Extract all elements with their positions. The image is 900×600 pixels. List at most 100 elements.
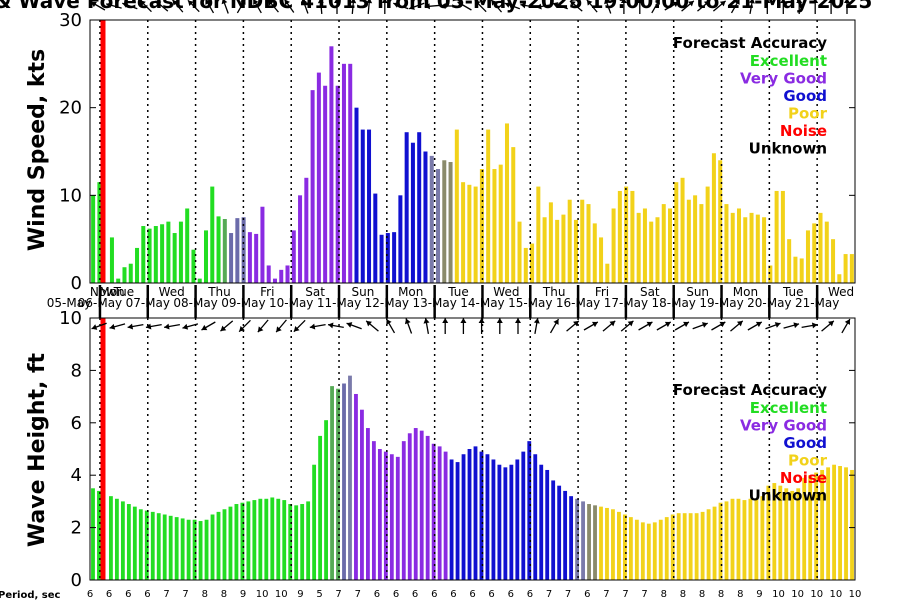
bar [341,63,346,283]
bar [272,278,277,283]
bar [304,177,309,283]
bar [748,498,753,580]
day-date: 05-May [47,296,91,310]
bar [413,428,418,580]
direction-arrow-icon [747,321,763,331]
direction-arrow-icon [267,0,279,13]
period-label: 6 [144,589,150,600]
period-label: 7 [546,589,552,600]
direction-arrow-icon [155,0,169,12]
bar [377,449,382,580]
direction-arrow-icon [257,319,269,333]
bar [247,232,252,283]
day-name: Fri [260,285,274,299]
bar [491,459,496,580]
bar [385,233,390,283]
direction-arrow-icon [238,319,251,333]
bar [711,153,716,283]
direction-arrow-icon [127,323,144,330]
bar [706,509,711,580]
bar [379,234,384,283]
bar [324,420,328,580]
bar [755,214,760,283]
legend-entry: Noise [780,469,827,487]
period-label: 8 [221,589,227,600]
bar [652,522,657,580]
period-label: 9 [240,589,246,600]
bar [563,490,568,580]
direction-arrow-icon [604,0,612,14]
bar [503,467,508,580]
bar [649,221,654,283]
bar [485,454,490,580]
day-name: Tue [782,285,804,299]
bar [605,263,610,283]
y-tick-label: 20 [59,98,82,119]
day-name: Mon [398,285,423,299]
direction-arrow-icon [408,2,425,10]
direction-arrow-icon [187,0,200,13]
day-name: Tue [447,285,469,299]
bar [310,90,315,283]
bar [392,232,397,283]
bar [97,182,102,283]
bar [285,265,290,283]
bar [593,505,597,580]
direction-arrow-icon [474,0,487,13]
bar [120,501,125,580]
bar [814,472,819,580]
direction-arrow-icon [457,1,472,11]
y-tick-label: 2 [71,518,82,539]
bar [109,237,114,283]
period-label: 6 [106,589,112,600]
bar [306,501,311,580]
period-label: 7 [182,589,188,600]
direction-arrow-icon [365,320,379,332]
direction-arrow-icon [602,320,616,332]
bar [109,496,113,580]
bar [436,169,441,283]
bar [780,190,785,283]
bar [192,519,197,580]
bar [664,517,669,580]
period-label: 6 [374,589,380,600]
direction-arrow-icon [844,0,850,14]
bar [116,278,121,283]
bar [449,459,454,580]
day-name: Wed [493,285,519,299]
bar [180,518,185,580]
bar [724,204,729,283]
bar [504,123,509,283]
bar [688,513,693,580]
bar [802,477,807,580]
direction-arrow-icon [765,322,781,330]
bar [216,216,221,283]
bar [694,513,699,580]
period-label: 7 [641,589,647,600]
bar [153,226,158,283]
bar [282,500,287,580]
bar [410,142,415,283]
period-label: 6 [393,589,399,600]
bar [624,186,629,283]
bar [266,265,271,283]
period-label: 10 [810,589,823,600]
bar [336,388,340,580]
direction-arrow-icon [301,0,309,14]
legend-entry: Unknown [749,487,827,505]
legend-entry: Very Good [740,417,827,435]
direction-arrow-icon [730,320,744,332]
bar [799,258,804,283]
bar [342,383,346,580]
legend-entry: Poor [788,105,828,123]
bar [617,511,621,580]
bar [808,475,813,580]
direction-arrow-icon [496,318,503,334]
bar [611,208,616,283]
direction-arrow-icon [841,318,851,334]
bar [128,263,133,283]
direction-arrow-icon [393,2,409,10]
bar [521,451,526,580]
bar [587,504,591,580]
bar [150,511,155,580]
